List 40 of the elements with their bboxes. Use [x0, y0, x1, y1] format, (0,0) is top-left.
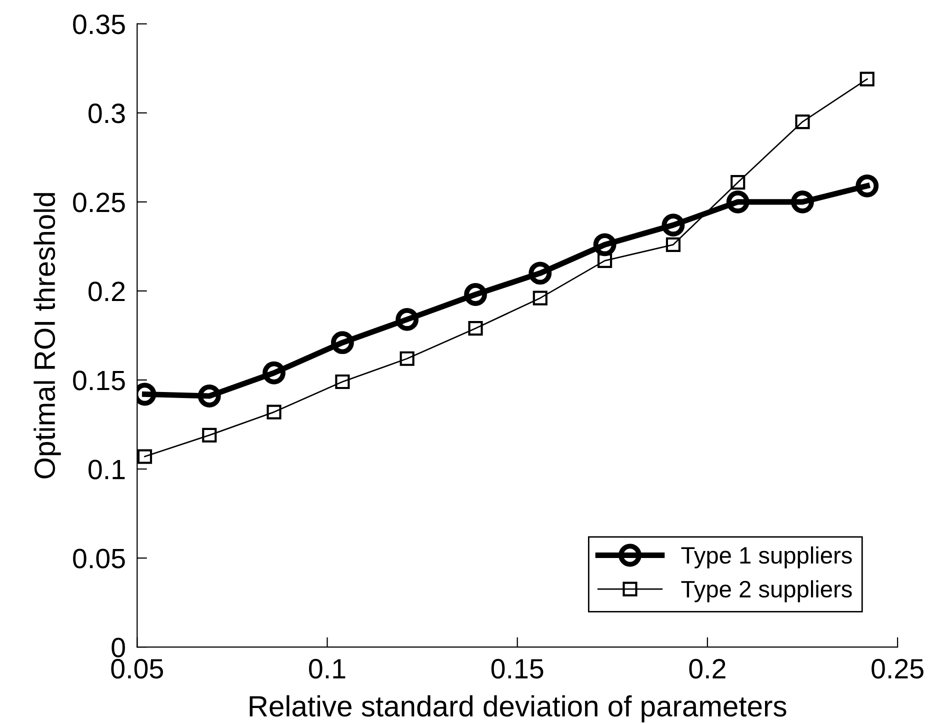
- x-tick-label: 0.1: [309, 658, 346, 679]
- point: [266, 404, 282, 420]
- x-axis-title: Relative standard deviation of parameters: [250, 695, 786, 722]
- point: [468, 321, 483, 336]
- point: [791, 190, 814, 214]
- point: [335, 374, 350, 390]
- point: [464, 283, 487, 306]
- y-tick-label: 0.15: [73, 370, 125, 390]
- y-tick-label: 0.1: [88, 460, 125, 480]
- y-tick-label: 0.2: [88, 282, 125, 302]
- y-axis-title: Optimal ROI threshold: [34, 193, 61, 478]
- point: [598, 253, 612, 268]
- point: [528, 262, 552, 285]
- point: [662, 214, 685, 237]
- y-tick-label: 0.05: [73, 548, 125, 568]
- legend-label: Type 1 suppliers: [681, 546, 852, 568]
- point: [262, 361, 286, 384]
- point: [202, 428, 217, 442]
- y-tick-label: 0.25: [73, 192, 125, 212]
- y-tick-label: 0.35: [73, 14, 125, 34]
- point: [860, 72, 874, 86]
- point: [532, 290, 548, 306]
- x-tick-label: 0.25: [872, 658, 924, 679]
- point: [593, 233, 616, 256]
- x-tick-label: 0.2: [689, 658, 726, 679]
- point: [666, 237, 681, 252]
- point: [396, 308, 419, 331]
- x-tick-label: 0.15: [491, 658, 544, 679]
- point: [856, 174, 879, 198]
- y-tick-label: 0.3: [88, 104, 125, 124]
- point: [331, 331, 354, 354]
- point: [795, 114, 810, 130]
- point: [726, 190, 750, 214]
- point: [400, 351, 414, 366]
- legend-label: Type 2 suppliers: [681, 580, 852, 602]
- x-tick-label: 0.05: [111, 658, 164, 679]
- y-tick-label: 0: [112, 638, 125, 658]
- point: [730, 175, 746, 190]
- point: [137, 449, 152, 464]
- point: [198, 384, 221, 408]
